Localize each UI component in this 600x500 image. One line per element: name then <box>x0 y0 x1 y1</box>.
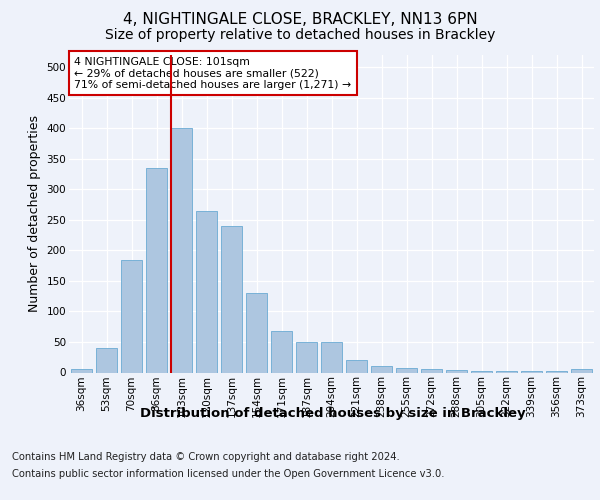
Bar <box>521 370 542 372</box>
Text: Distribution of detached houses by size in Brackley: Distribution of detached houses by size … <box>140 408 526 420</box>
Text: Contains public sector information licensed under the Open Government Licence v3: Contains public sector information licen… <box>12 469 445 479</box>
Bar <box>96 348 117 372</box>
Bar <box>296 342 317 372</box>
Bar <box>271 331 292 372</box>
Bar <box>396 368 417 372</box>
Bar <box>421 370 442 372</box>
Text: Contains HM Land Registry data © Crown copyright and database right 2024.: Contains HM Land Registry data © Crown c… <box>12 452 400 462</box>
Bar <box>446 370 467 372</box>
Bar <box>571 370 592 372</box>
Bar <box>146 168 167 372</box>
Text: 4, NIGHTINGALE CLOSE, BRACKLEY, NN13 6PN: 4, NIGHTINGALE CLOSE, BRACKLEY, NN13 6PN <box>122 12 478 28</box>
Bar <box>246 293 267 372</box>
Bar <box>371 366 392 372</box>
Bar <box>321 342 342 372</box>
Text: Size of property relative to detached houses in Brackley: Size of property relative to detached ho… <box>105 28 495 42</box>
Bar <box>121 260 142 372</box>
Y-axis label: Number of detached properties: Number of detached properties <box>28 116 41 312</box>
Text: 4 NIGHTINGALE CLOSE: 101sqm
← 29% of detached houses are smaller (522)
71% of se: 4 NIGHTINGALE CLOSE: 101sqm ← 29% of det… <box>74 56 352 90</box>
Bar <box>496 370 517 372</box>
Bar <box>71 370 92 372</box>
Bar <box>471 370 492 372</box>
Bar <box>171 128 192 372</box>
Bar <box>221 226 242 372</box>
Bar <box>346 360 367 372</box>
Bar <box>196 210 217 372</box>
